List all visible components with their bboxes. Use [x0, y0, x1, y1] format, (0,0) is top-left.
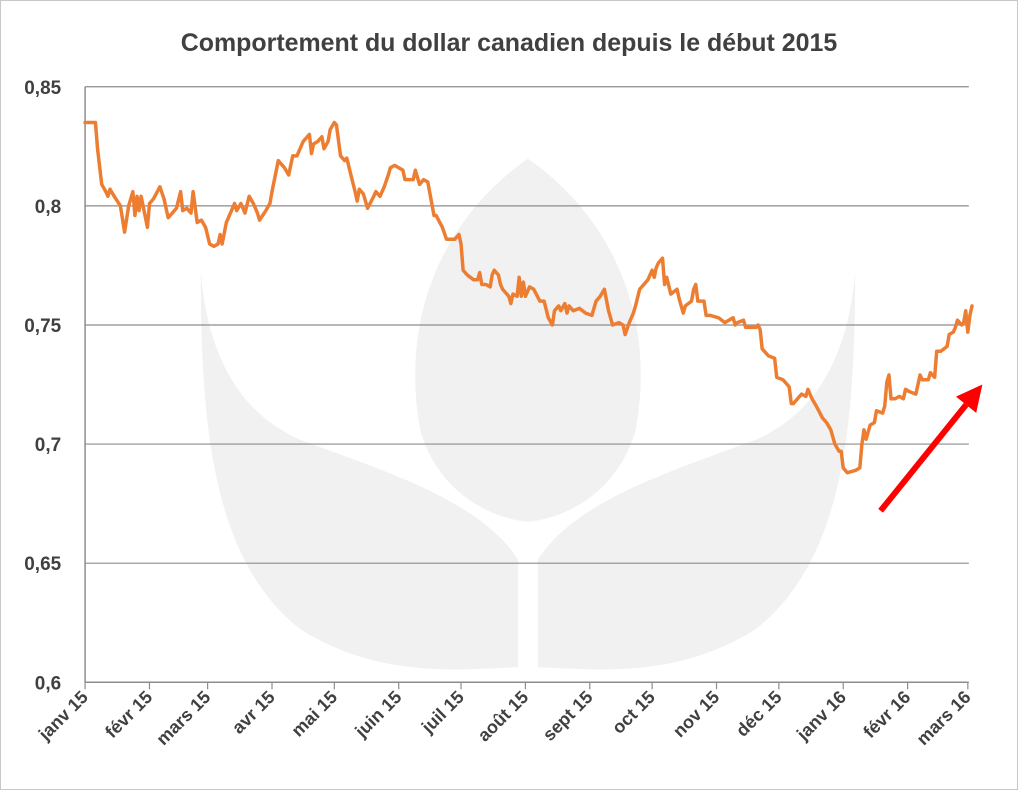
x-tick-label: oct 15	[608, 687, 659, 738]
y-tick-label: 0,65	[24, 554, 61, 575]
y-tick-label: 0,6	[35, 673, 61, 694]
x-tick-label: nov 15	[669, 687, 723, 741]
chart-title: Comportement du dollar canadien depuis l…	[181, 29, 838, 57]
x-tick-label: févr 16	[859, 687, 914, 742]
y-tick-label: 0,85	[24, 78, 61, 99]
x-tick-label: juil 15	[417, 687, 468, 738]
y-tick-label: 0,7	[35, 435, 61, 456]
x-tick-label: mai 15	[288, 687, 342, 741]
x-tick-label: avr 15	[228, 687, 279, 738]
series-line	[83, 120, 974, 475]
trend-arrow-head	[956, 384, 983, 413]
x-tick-label: mars 16	[913, 687, 975, 749]
annotations	[878, 384, 983, 513]
x-tick-label: mars 15	[152, 687, 214, 749]
y-tick-label: 0,75	[24, 316, 61, 337]
x-tick-label: juin 15	[351, 687, 406, 742]
x-tick-label: déc 15	[732, 687, 786, 741]
x-tick-label: sept 15	[539, 687, 597, 745]
watermark-leaf-logo	[200, 158, 856, 670]
y-tick-label: 0,8	[35, 197, 61, 218]
series	[83, 120, 974, 475]
x-tick-label: févr 15	[101, 687, 156, 742]
x-tick-label: janv 15	[34, 687, 92, 745]
x-tick-label: août 15	[474, 687, 533, 746]
x-tick-label: janv 16	[792, 687, 850, 745]
trend-arrow-shaft	[878, 402, 969, 513]
y-axis: 0,85 0,8 0,75 0,7 0,65 0,6	[24, 78, 61, 694]
